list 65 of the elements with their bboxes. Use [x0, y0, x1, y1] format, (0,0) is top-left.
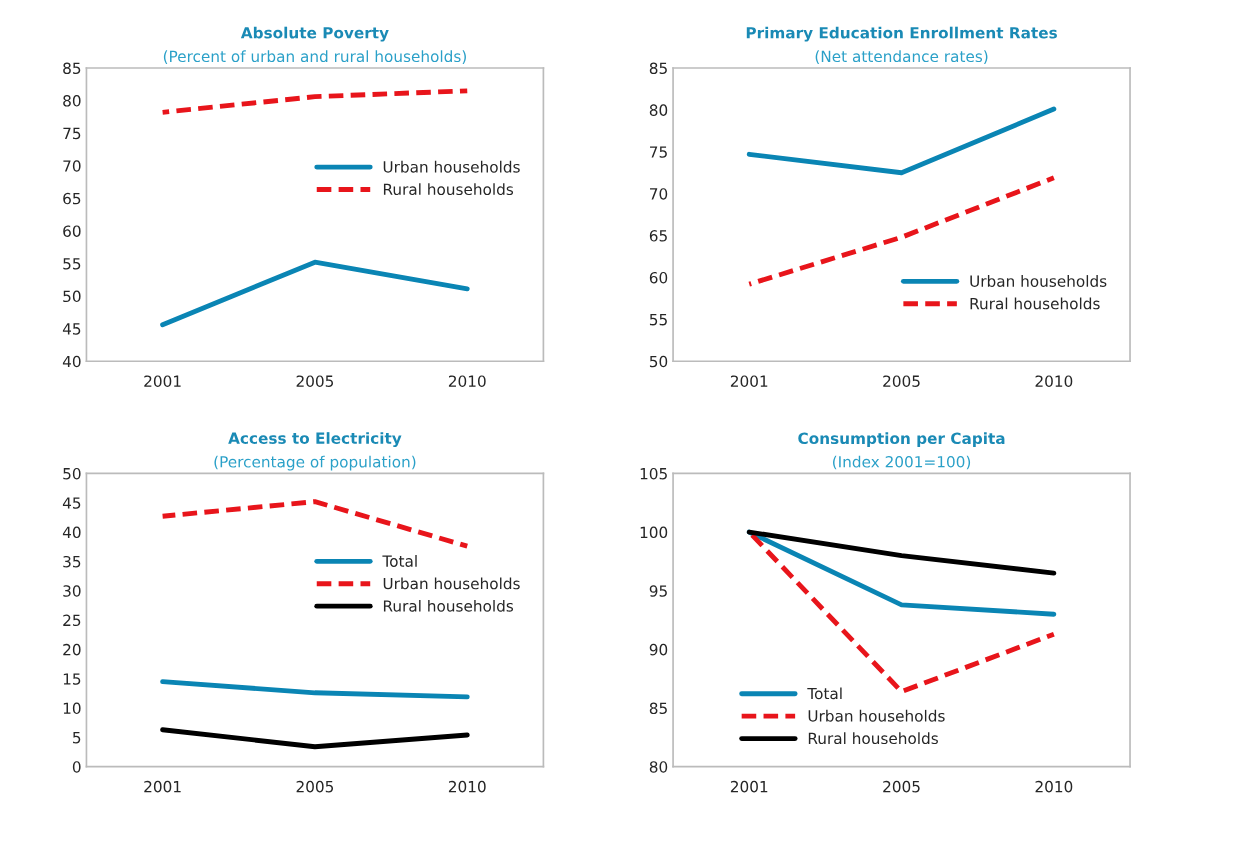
x-tick-label: 2005 — [296, 780, 334, 793]
chart-title: Absolute Poverty — [240, 26, 389, 42]
x-tick-label: 2005 — [883, 780, 920, 793]
y-tick-label: 100 — [640, 526, 668, 539]
y-tick-label: 60 — [649, 271, 668, 284]
y-tick-label: 60 — [63, 225, 81, 237]
y-tick-label: 35 — [63, 555, 81, 568]
y-tick-label: 25 — [63, 614, 81, 627]
chart-title: Access to Electricity — [228, 432, 402, 448]
legend-label: Total — [382, 555, 417, 567]
legend-label: Urban households — [808, 709, 945, 722]
chart-title: Consumption per Capita — [798, 432, 1005, 448]
y-tick-label: 15 — [63, 673, 81, 685]
y-tick-label: 50 — [63, 290, 81, 303]
y-tick-label: 65 — [63, 192, 81, 205]
legend-label: Total — [807, 687, 842, 700]
y-tick-label: 85 — [649, 702, 667, 715]
y-tick-label: 50 — [649, 355, 668, 368]
y-tick-label: 80 — [649, 104, 668, 116]
y-tick-label: 20 — [63, 643, 81, 656]
y-tick-label: 80 — [649, 761, 668, 773]
x-tick-label: 2010 — [1035, 375, 1073, 387]
x-tick-label: 2001 — [144, 375, 181, 387]
legend-label: Rural households — [808, 732, 938, 745]
y-tick-label: 40 — [62, 526, 81, 539]
y-tick-label: 45 — [62, 323, 81, 335]
y-tick-label: 75 — [650, 146, 667, 158]
y-tick-label: 5 — [73, 732, 81, 744]
y-tick-label: 50 — [63, 467, 81, 480]
chart-title: Primary Education Enrollment Rates — [746, 26, 1057, 42]
x-tick-label: 2001 — [730, 780, 768, 793]
chart-subtitle: (Percent of urban and rural households) — [163, 50, 466, 64]
y-tick-label: 30 — [63, 585, 81, 597]
legend-label: Urban households — [383, 577, 520, 590]
y-tick-label: 105 — [640, 467, 667, 480]
x-tick-label: 2001 — [730, 375, 768, 387]
legend-label: Rural households — [383, 183, 514, 196]
chart-subtitle: (Index 2001=100) — [833, 455, 971, 470]
x-tick-label: 2010 — [448, 780, 486, 793]
legend-label: Urban households — [970, 275, 1107, 287]
y-tick-label: 75 — [63, 127, 81, 140]
y-tick-label: 55 — [63, 258, 81, 270]
y-tick-label: 90 — [649, 643, 668, 656]
y-tick-label: 70 — [63, 160, 81, 172]
y-tick-label: 80 — [63, 95, 81, 107]
y-tick-label: 65 — [649, 230, 667, 242]
x-tick-label: 2005 — [296, 375, 334, 387]
y-tick-label: 40 — [62, 355, 81, 368]
y-tick-label: 95 — [649, 585, 667, 597]
y-tick-label: 70 — [650, 188, 668, 200]
y-tick-label: 85 — [63, 62, 81, 75]
chart-subtitle: (Percentage of population) — [214, 455, 416, 471]
chart-subtitle: (Net attendance rates) — [815, 50, 988, 64]
x-tick-label: 2001 — [144, 780, 181, 793]
y-tick-label: 55 — [649, 314, 667, 326]
x-tick-label: 2005 — [883, 375, 920, 387]
x-tick-label: 2010 — [448, 375, 486, 387]
y-tick-label: 45 — [62, 497, 81, 509]
x-tick-label: 2010 — [1035, 780, 1073, 793]
y-tick-label: 85 — [649, 62, 667, 75]
legend-label: Rural households — [383, 599, 514, 612]
legend-label: Urban households — [383, 160, 520, 173]
y-tick-label: 0 — [72, 761, 81, 773]
y-tick-label: 10 — [63, 702, 81, 715]
legend-label: Rural households — [970, 297, 1100, 310]
